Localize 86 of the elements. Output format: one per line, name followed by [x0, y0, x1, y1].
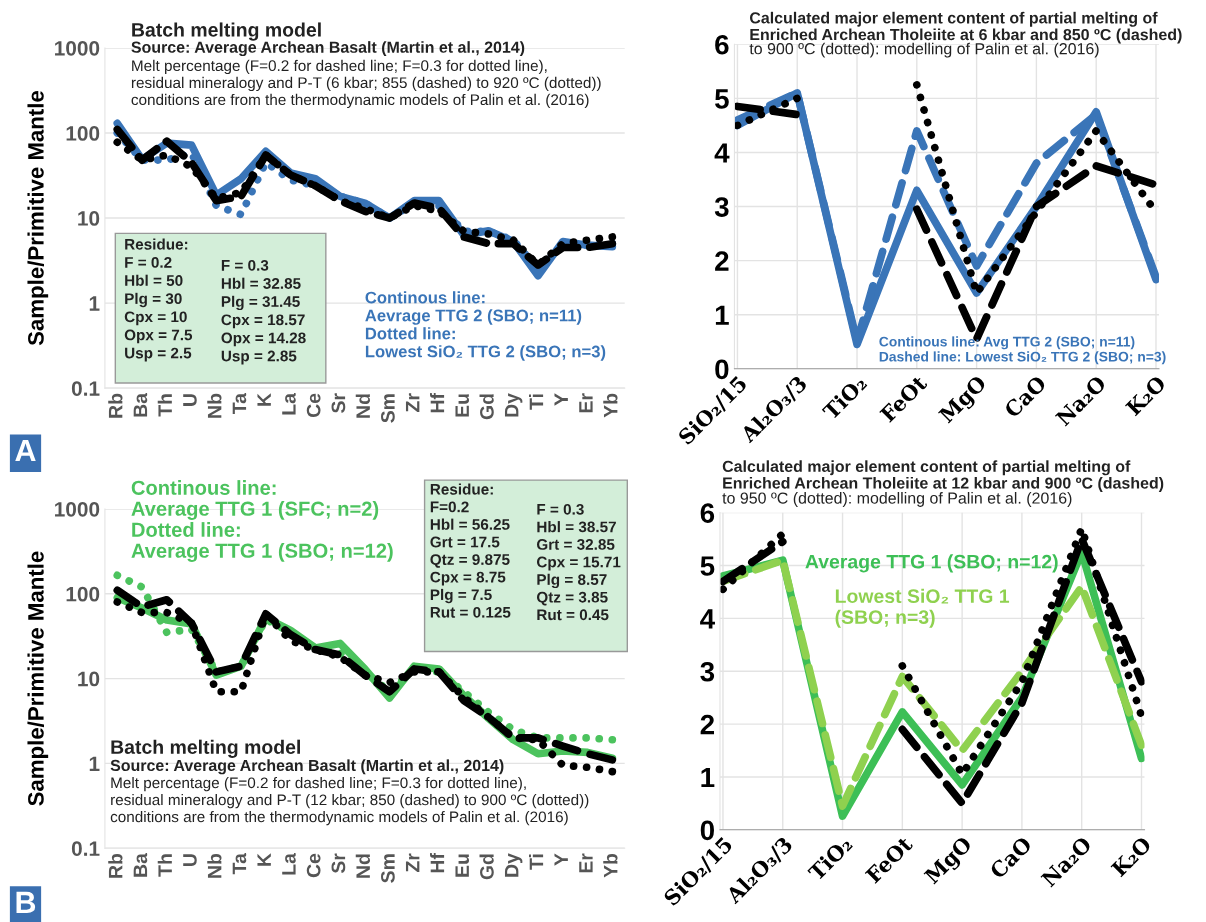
annotation: F = 0.3 Hbl = 32.85 Plg = 31.45 Cpx = 18.57 Opx = 14.28 Usp = 2.85	[221, 259, 306, 365]
y-tick-label: 3	[714, 197, 729, 217]
y-tick-label: 4	[714, 143, 730, 163]
y-tick-label: 2	[700, 714, 715, 735]
x-tick-label: Gd	[479, 394, 494, 420]
y-tick-label: 1	[715, 305, 729, 325]
y-axis-title: Sample/Primitive Mantle	[27, 90, 49, 346]
x-tick-label: La	[282, 392, 296, 415]
chart-subtitle: to 900 ºC (dotted): modelling of Palin et al. (2016)	[749, 42, 1099, 58]
x-tick-label: Zr	[405, 853, 420, 872]
chart-subtitle: to 950 ºC (dotted): modelling of Palin et al. (2016)	[722, 492, 1072, 507]
chart-title: Calculated major element content of partial melting of Enriched Archean Tholeiite at 12 kbar and 900 ºC (dashed)	[722, 460, 1164, 492]
x-tick-label: Gd	[479, 854, 494, 880]
y-tick-label: 10	[78, 211, 100, 226]
x-tick-label: Sm	[381, 854, 395, 883]
x-tick-label: Zr	[405, 393, 420, 412]
x-tick-label: Eu	[455, 854, 470, 877]
x-tick-label: Ba	[133, 392, 148, 417]
x-tick-label: Nb	[207, 393, 222, 418]
annotation: Lowest SiO₂ TTG 1 (SBO; n=3)	[835, 588, 1010, 628]
y-tick-label: 100	[66, 126, 100, 141]
annotation: Average TTG 1 (SBO; n=12)	[805, 554, 1058, 573]
x-tick-label: K	[257, 393, 271, 406]
chart-subtitle: Source: Average Archean Basalt (Martin et al., 2014)	[131, 41, 525, 57]
text: B	[16, 891, 36, 913]
x-tick-label: Er	[579, 853, 593, 873]
annotation: Continous line: Average TTG 1 (SFC; n=2) Dotted line: Average TTG 1 (SBO; n=12)	[131, 480, 393, 562]
x-tick-label: Yb	[603, 853, 618, 878]
x-tick-label: Ba	[133, 852, 148, 877]
y-tick-label: 6	[700, 503, 715, 523]
x-tick-label: U	[183, 854, 197, 866]
y-tick-label: 1	[89, 756, 100, 771]
chart-title: Batch melting model	[132, 22, 321, 41]
x-tick-label: Ta	[232, 852, 247, 875]
x-tick-label: Ti	[529, 394, 544, 410]
y-tick-label: 0.1	[71, 841, 100, 856]
x-tick-label: Ce	[306, 853, 321, 878]
x-tick-label: Ta	[232, 392, 247, 415]
annotation: Melt percentage (F=0.2 for dashed line; F=0.3 for dotted line), residual mineralogy and P-T (6 kbar; 855 (dashed) to 920 ºC (dotted)) conditions are from the thermodynamic models of Palin et al. (2016)	[131, 59, 601, 109]
y-tick-label: 1000	[55, 40, 100, 56]
x-tick-label: Ti	[529, 854, 544, 870]
x-tick-label: Dy	[504, 853, 523, 877]
x-tick-label: Y	[554, 853, 568, 866]
y-tick-label: 6	[715, 34, 729, 55]
x-tick-label: Nd	[355, 394, 371, 418]
x-tick-label: Yb	[603, 393, 618, 418]
x-tick-label: Sm	[381, 394, 395, 423]
text: Batch melting model	[111, 739, 300, 758]
x-tick-label: Eu	[455, 394, 470, 417]
y-tick-label: 100	[66, 586, 100, 602]
x-tick-label: Th	[157, 854, 172, 877]
x-tick-label: Nb	[207, 853, 222, 878]
x-tick-label: Hf	[430, 853, 445, 873]
x-tick-label: Nd	[355, 854, 371, 878]
text: Source: Average Archean Basalt (Martin et al., 2014)	[110, 759, 504, 775]
y-tick-label: 1000	[55, 501, 100, 517]
x-tick-label: Er	[579, 393, 593, 413]
x-tick-label: Rb	[108, 393, 123, 418]
annotation: Melt percentage (F=0.2 for dashed line; F=0.3 for dotted line), residual mineralogy and P-T (12 kbar; 850 (dashed) to 900 ºC (dotted)) conditions are from the thermodynamic models of Palin et al. (2016)	[110, 776, 589, 826]
x-tick-label: Hf	[430, 392, 445, 413]
y-tick-label: 5	[700, 556, 715, 576]
annotation: Residue: F = 0.2 Hbl = 50 Plg = 30 Cpx = 10 Opx = 7.5 Usp = 2.5	[124, 238, 193, 362]
text: A	[15, 440, 36, 462]
x-tick-label: Rb	[108, 853, 123, 878]
x-tick-label: K	[257, 853, 271, 866]
annotation: Continous line: Aevrage TTG 2 (SBO; n=11) Dotted line: Lowest SiO₂ TTG 2 (SBO; n=3)	[365, 291, 606, 361]
y-tick-label: 2	[715, 251, 729, 271]
y-tick-label: 3	[700, 661, 715, 682]
x-tick-label: La	[282, 852, 296, 875]
y-tick-label: 0.1	[71, 381, 100, 396]
annotation: Continous line: Avg TTG 2 (SBO; n=11) Dashed line: Lowest SiO₂ TTG 2 (SBO; n=3)	[879, 336, 1166, 365]
x-tick-label: Ce	[306, 393, 321, 418]
x-tick-label: U	[183, 394, 197, 406]
y-tick-label: 5	[715, 89, 729, 109]
x-tick-label: Y	[554, 393, 568, 406]
x-tick-label: Sr	[331, 853, 346, 874]
y-tick-label: 4	[700, 609, 715, 629]
y-axis-title: Sample/Primitive Mantle	[27, 551, 49, 806]
annotation: Residue: F=0.2 Hbl = 56.25 Grt = 17.5 Qtz = 9.875 Cpx = 8.75 Plg = 7.5 Rut = 0.125	[430, 483, 511, 618]
x-tick-label: Sr	[331, 393, 346, 413]
y-tick-label: 1	[89, 296, 100, 311]
x-tick-label: Th	[157, 394, 172, 417]
y-tick-label: 1	[701, 767, 715, 787]
x-tick-label: Dy	[504, 393, 523, 417]
annotation: F = 0.3 Hbl = 38.57 Grt = 32.85 Cpx = 15.71 Plg = 8.57 Qtz = 3.85 Rut = 0.45	[536, 503, 621, 621]
y-tick-label: 10	[78, 671, 100, 687]
